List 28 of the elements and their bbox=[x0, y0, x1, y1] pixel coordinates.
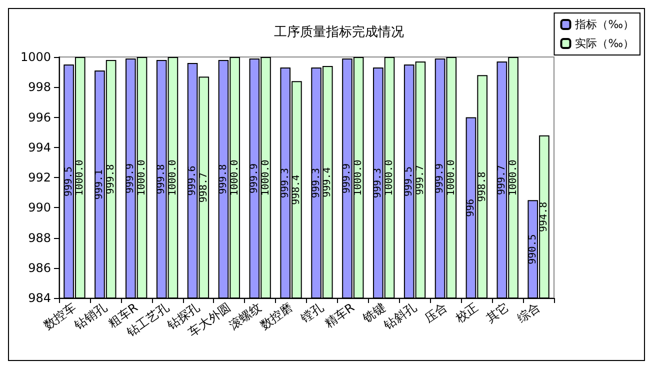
y-tick-label: 986 bbox=[28, 260, 51, 275]
y-tick-label: 990 bbox=[28, 200, 51, 215]
data-label: 1000.0 bbox=[167, 160, 178, 196]
x-tick-label: 其它 bbox=[484, 300, 512, 326]
y-tick-label: 998 bbox=[28, 80, 51, 94]
x-tick-label: 综合 bbox=[514, 300, 543, 326]
data-label: 1000.0 bbox=[229, 160, 240, 196]
data-label: 1000.0 bbox=[353, 160, 364, 196]
data-label: 999.9 bbox=[434, 163, 446, 194]
data-label: 1000.0 bbox=[384, 160, 396, 196]
y-tick-label: 994 bbox=[28, 140, 51, 154]
chart-title: 工序质量指标完成情况 bbox=[274, 24, 404, 40]
data-label: 1000.0 bbox=[446, 160, 457, 196]
y-tick-label: 992 bbox=[28, 170, 51, 184]
x-tick-label: 校正 bbox=[452, 300, 481, 326]
legend-label: 指标（‰） bbox=[574, 18, 634, 31]
x-tick-label: 压合 bbox=[422, 300, 450, 326]
data-label: 1000.0 bbox=[74, 160, 86, 196]
y-tick-label: 988 bbox=[28, 230, 51, 245]
y-tick-label: 984 bbox=[28, 291, 51, 305]
y-tick-label: 1000 bbox=[20, 50, 51, 64]
data-label: 999.9 bbox=[248, 163, 260, 194]
data-label: 1000.0 bbox=[508, 160, 519, 196]
data-label: 1000.0 bbox=[260, 160, 272, 196]
y-tick-label: 996 bbox=[28, 110, 51, 124]
data-label: 1000.0 bbox=[136, 160, 148, 196]
x-tick-label: 镗孔 bbox=[297, 300, 326, 326]
legend-label: 实际（‰） bbox=[575, 37, 634, 50]
